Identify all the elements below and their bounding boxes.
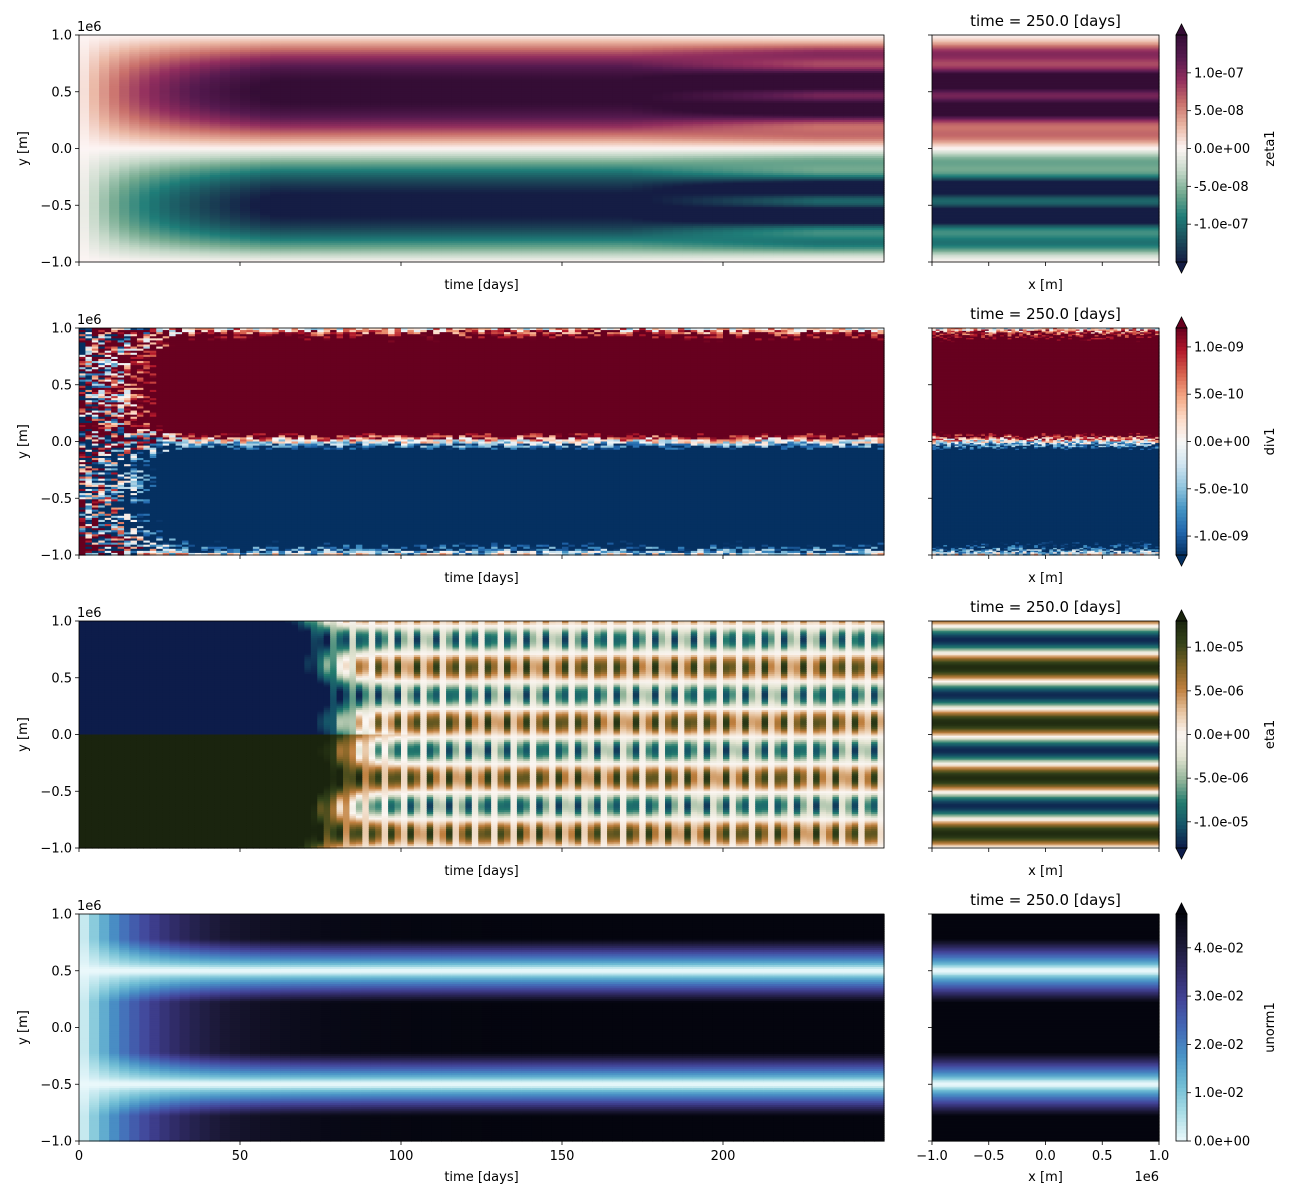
snapshot-title: time = 250.0 [days] (970, 305, 1121, 323)
time-axis-label: time [days] (444, 278, 518, 293)
y-tick-label-1: −0.5 (40, 199, 72, 214)
y-tick-label-2: 0.0 (51, 435, 72, 450)
zeta1-hovmoller-heatmap (79, 35, 885, 263)
colorbar-extend-max (1176, 24, 1187, 35)
colorbar-tick-label-2: 0.0e+00 (1194, 142, 1250, 157)
y-tick-label-4: 1.0 (51, 322, 72, 337)
colorbar-tick-label-3: 3.0e-02 (1194, 990, 1244, 1005)
y-tick-label-1: −0.5 (40, 1078, 72, 1093)
colorbar-tick-label-0: -1.0e-09 (1194, 530, 1249, 545)
colorbar-tick-label-2: 0.0e+00 (1194, 435, 1250, 450)
snapshot-x-tick-label-1: −0.5 (973, 1149, 1005, 1164)
colorbar-tick-label-3: 5.0e-06 (1194, 684, 1244, 699)
x-axis-label: x [m] (1028, 1170, 1063, 1185)
unorm1-hovmoller-heatmap (79, 914, 885, 1142)
y-tick-label-2: 0.0 (51, 142, 72, 157)
colorbar-extend-max (1176, 317, 1187, 328)
colorbar-tick-label-0: -1.0e-07 (1194, 218, 1249, 233)
colorbar-tick-label-1: -5.0e-08 (1194, 180, 1249, 195)
y-tick-label-3: 0.5 (51, 378, 72, 393)
y-tick-label-3: 0.5 (51, 964, 72, 979)
colorbar-tick-label-4: 1.0e-07 (1194, 66, 1244, 81)
panel-zeta1: −1.0 −0.5 0.0 0.5 1.0 1e6 y [m] time [days] x [m… (16, 12, 1278, 293)
colorbar-label: zeta1 (1263, 130, 1278, 166)
colorbar-tick-label-1: -5.0e-06 (1194, 772, 1249, 787)
x-tick-label-3: 150 (550, 1149, 575, 1164)
colorbar-tick-label-0: -1.0e-05 (1194, 815, 1249, 830)
colorbar-extend-max (1176, 610, 1187, 621)
time-axis-label: time [days] (444, 571, 518, 586)
panel-div1: −1.0 −0.5 0.0 0.5 1.0 1e6 y [m] time [days] x [m… (16, 305, 1278, 586)
y-tick-label-2: 0.0 (51, 728, 72, 743)
colorbar-tick-label-4: 1.0e-09 (1194, 340, 1244, 355)
x-tick-label-1: 50 (232, 1149, 249, 1164)
y-offset-label: 1e6 (77, 606, 102, 621)
y-offset-label: 1e6 (77, 20, 102, 35)
colorbar-tick-label-3: 5.0e-10 (1194, 388, 1244, 403)
colorbar-tick-label-0: 0.0e+00 (1194, 1135, 1250, 1150)
colorbar-extend-min (1176, 262, 1187, 273)
colorbar-label: div1 (1263, 428, 1278, 456)
div1-hovmoller-heatmap (79, 328, 885, 556)
y-offset-label: 1e6 (77, 899, 102, 914)
x-axis-label: x [m] (1028, 571, 1063, 586)
y-tick-label-0: −1.0 (40, 256, 72, 271)
div1-snapshot-heatmap (932, 328, 1160, 556)
unorm1-snapshot-heatmap (932, 914, 1160, 1142)
x-tick-label-2: 100 (389, 1149, 414, 1164)
colorbar-tick-label-1: 1.0e-02 (1194, 1086, 1244, 1101)
zeta1-snapshot-heatmap (932, 35, 1160, 263)
snapshot-x-tick-label-0: −1.0 (916, 1149, 948, 1164)
snapshot-x-tick-label-4: 1.0 (1149, 1149, 1170, 1164)
y-axis-label: y [m] (16, 131, 31, 166)
y-tick-label-1: −0.5 (40, 492, 72, 507)
div1-colorbar: -1.0e-09 -5.0e-10 0.0e+00 5.0e-10 1.0e-09 div… (1176, 317, 1278, 566)
y-tick-label-0: −1.0 (40, 842, 72, 857)
panel-unorm1: −1.0 −0.5 0.0 0.5 1.0 1e6 y [m] 0 50 100 150 200 tim… (16, 891, 1278, 1185)
y-axis-label: y [m] (16, 424, 31, 459)
y-axis-label: y [m] (16, 1010, 31, 1045)
time-axis-label: time [days] (444, 864, 518, 879)
unorm1-colorbar: 0.0e+00 1.0e-02 2.0e-02 3.0e-02 4.0e-02 unorm… (1176, 903, 1278, 1150)
y-tick-label-4: 1.0 (51, 908, 72, 923)
x-tick-label-0: 0 (75, 1149, 83, 1164)
snapshot-title: time = 250.0 [days] (970, 598, 1121, 616)
snapshot-title: time = 250.0 [days] (970, 12, 1121, 30)
snapshot-x-tick-label-3: 0.5 (1092, 1149, 1113, 1164)
y-tick-label-2: 0.0 (51, 1021, 72, 1036)
eta1-colorbar: -1.0e-05 -5.0e-06 0.0e+00 5.0e-06 1.0e-05 eta… (1176, 610, 1278, 859)
colorbar-extend-max (1176, 903, 1187, 914)
y-tick-label-0: −1.0 (40, 1135, 72, 1150)
y-tick-label-4: 1.0 (51, 615, 72, 630)
y-tick-label-3: 0.5 (51, 671, 72, 686)
colorbar-label: unorm1 (1263, 1002, 1278, 1052)
colorbar-extend-min (1176, 848, 1187, 859)
x-axis-label: x [m] (1028, 278, 1063, 293)
eta1-snapshot-heatmap (932, 621, 1160, 849)
snapshot-x-tick-label-2: 0.0 (1035, 1149, 1056, 1164)
colorbar-extend-min (1176, 555, 1187, 566)
colorbar-tick-label-3: 5.0e-08 (1194, 104, 1244, 119)
panel-eta1: −1.0 −0.5 0.0 0.5 1.0 1e6 y [m] time [days] x [m… (16, 598, 1278, 879)
time-axis-label: time [days] (444, 1170, 518, 1185)
colorbar-label: eta1 (1263, 720, 1278, 749)
y-tick-label-0: −1.0 (40, 549, 72, 564)
colorbar-tick-label-2: 0.0e+00 (1194, 728, 1250, 743)
y-offset-label: 1e6 (77, 313, 102, 328)
y-tick-label-4: 1.0 (51, 29, 72, 44)
eta1-hovmoller-heatmap (79, 621, 885, 849)
snapshot-title: time = 250.0 [days] (970, 891, 1121, 909)
colorbar-tick-label-4: 4.0e-02 (1194, 941, 1244, 956)
y-tick-label-3: 0.5 (51, 85, 72, 100)
y-axis-label: y [m] (16, 717, 31, 752)
x-axis-label: x [m] (1028, 864, 1063, 879)
x-tick-label-4: 200 (711, 1149, 736, 1164)
x-offset-label: 1e6 (1134, 1170, 1159, 1185)
colorbar-tick-label-4: 1.0e-05 (1194, 641, 1244, 656)
zeta1-colorbar: -1.0e-07 -5.0e-08 0.0e+00 5.0e-08 1.0e-07 zet… (1176, 24, 1278, 273)
colorbar-tick-label-2: 2.0e-02 (1194, 1038, 1244, 1053)
y-tick-label-1: −0.5 (40, 785, 72, 800)
colorbar-tick-label-1: -5.0e-10 (1194, 482, 1249, 497)
